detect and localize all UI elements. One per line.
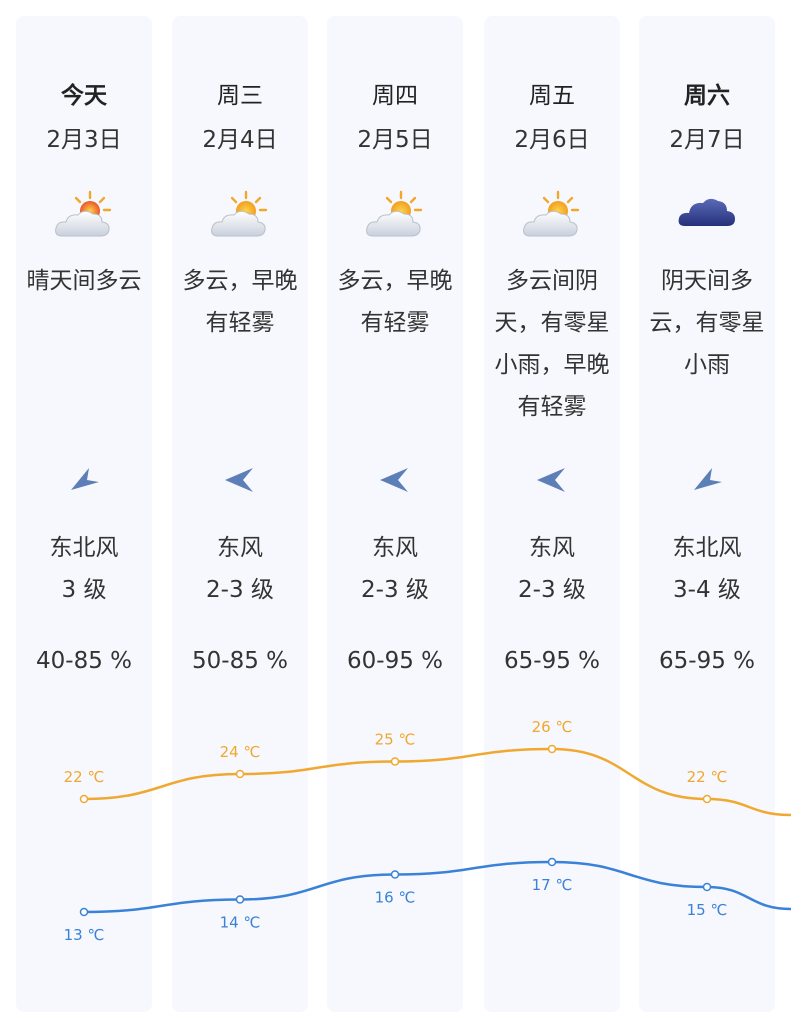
wind-direction-icon	[172, 464, 308, 496]
date-label: 2月4日	[202, 127, 278, 153]
wind-level: 3-4 级	[673, 577, 741, 603]
humidity-range: 50-85 %	[192, 648, 288, 674]
wind-level: 3 级	[61, 577, 107, 603]
day-label: 今天	[61, 83, 107, 109]
forecast-day-column[interactable]: 今天 2月3日晴天间多云东北风 3 级 40-85 %	[16, 16, 152, 1012]
weather-description: 多云，早晚有轻雾	[182, 268, 298, 336]
wind-direction-icon	[327, 464, 463, 496]
weather-description: 多云间阴天，有零星小雨，早晚有轻雾	[494, 268, 610, 420]
partly-sunny-icon	[16, 188, 152, 252]
wind-level: 2-3 级	[518, 577, 586, 603]
forecast-day-column[interactable]: 周六 2月7日阴天间多云，有零星小雨东北风 3-4 级 65-95 %	[639, 16, 775, 1012]
date-label: 2月3日	[46, 127, 122, 153]
wind-direction: 东北风	[49, 535, 119, 561]
date-label: 2月6日	[514, 127, 590, 153]
date-label: 2月7日	[669, 127, 745, 153]
forecast-day-column[interactable]: 周四 2月5日多云，早晚有轻雾东风 2-3 级 60-95 %	[327, 16, 463, 1012]
wind-direction-icon	[639, 464, 775, 496]
sun-cloud-icon	[327, 188, 463, 252]
wind-direction: 东风	[372, 535, 418, 561]
humidity-range: 40-85 %	[36, 648, 132, 674]
weather-description: 阴天间多云，有零星小雨	[649, 268, 765, 378]
wind-direction-icon	[16, 464, 152, 496]
wind-direction: 东风	[217, 535, 263, 561]
humidity-range: 65-95 %	[659, 648, 755, 674]
date-label: 2月5日	[357, 127, 433, 153]
day-label: 周五	[529, 83, 575, 109]
dark-cloud-icon	[639, 188, 775, 252]
wind-direction: 东风	[529, 535, 575, 561]
sun-cloud-icon	[484, 188, 620, 252]
humidity-range: 60-95 %	[347, 648, 443, 674]
weather-description: 晴天间多云	[26, 268, 142, 294]
wind-direction-icon	[484, 464, 620, 496]
humidity-range: 65-95 %	[504, 648, 600, 674]
day-label: 周六	[684, 83, 730, 109]
weather-description: 多云，早晚有轻雾	[337, 268, 453, 336]
forecast-day-column[interactable]: 周五 2月6日多云间阴天，有零星小雨，早晚有轻雾东风 2-3 级 65-95 %	[484, 16, 620, 1012]
forecast-day-column[interactable]: 周三 2月4日多云，早晚有轻雾东风 2-3 级 50-85 %	[172, 16, 308, 1012]
wind-level: 2-3 级	[206, 577, 274, 603]
sun-cloud-icon	[172, 188, 308, 252]
day-label: 周三	[217, 83, 263, 109]
wind-level: 2-3 级	[361, 577, 429, 603]
wind-direction: 东北风	[672, 535, 742, 561]
day-label: 周四	[372, 83, 418, 109]
